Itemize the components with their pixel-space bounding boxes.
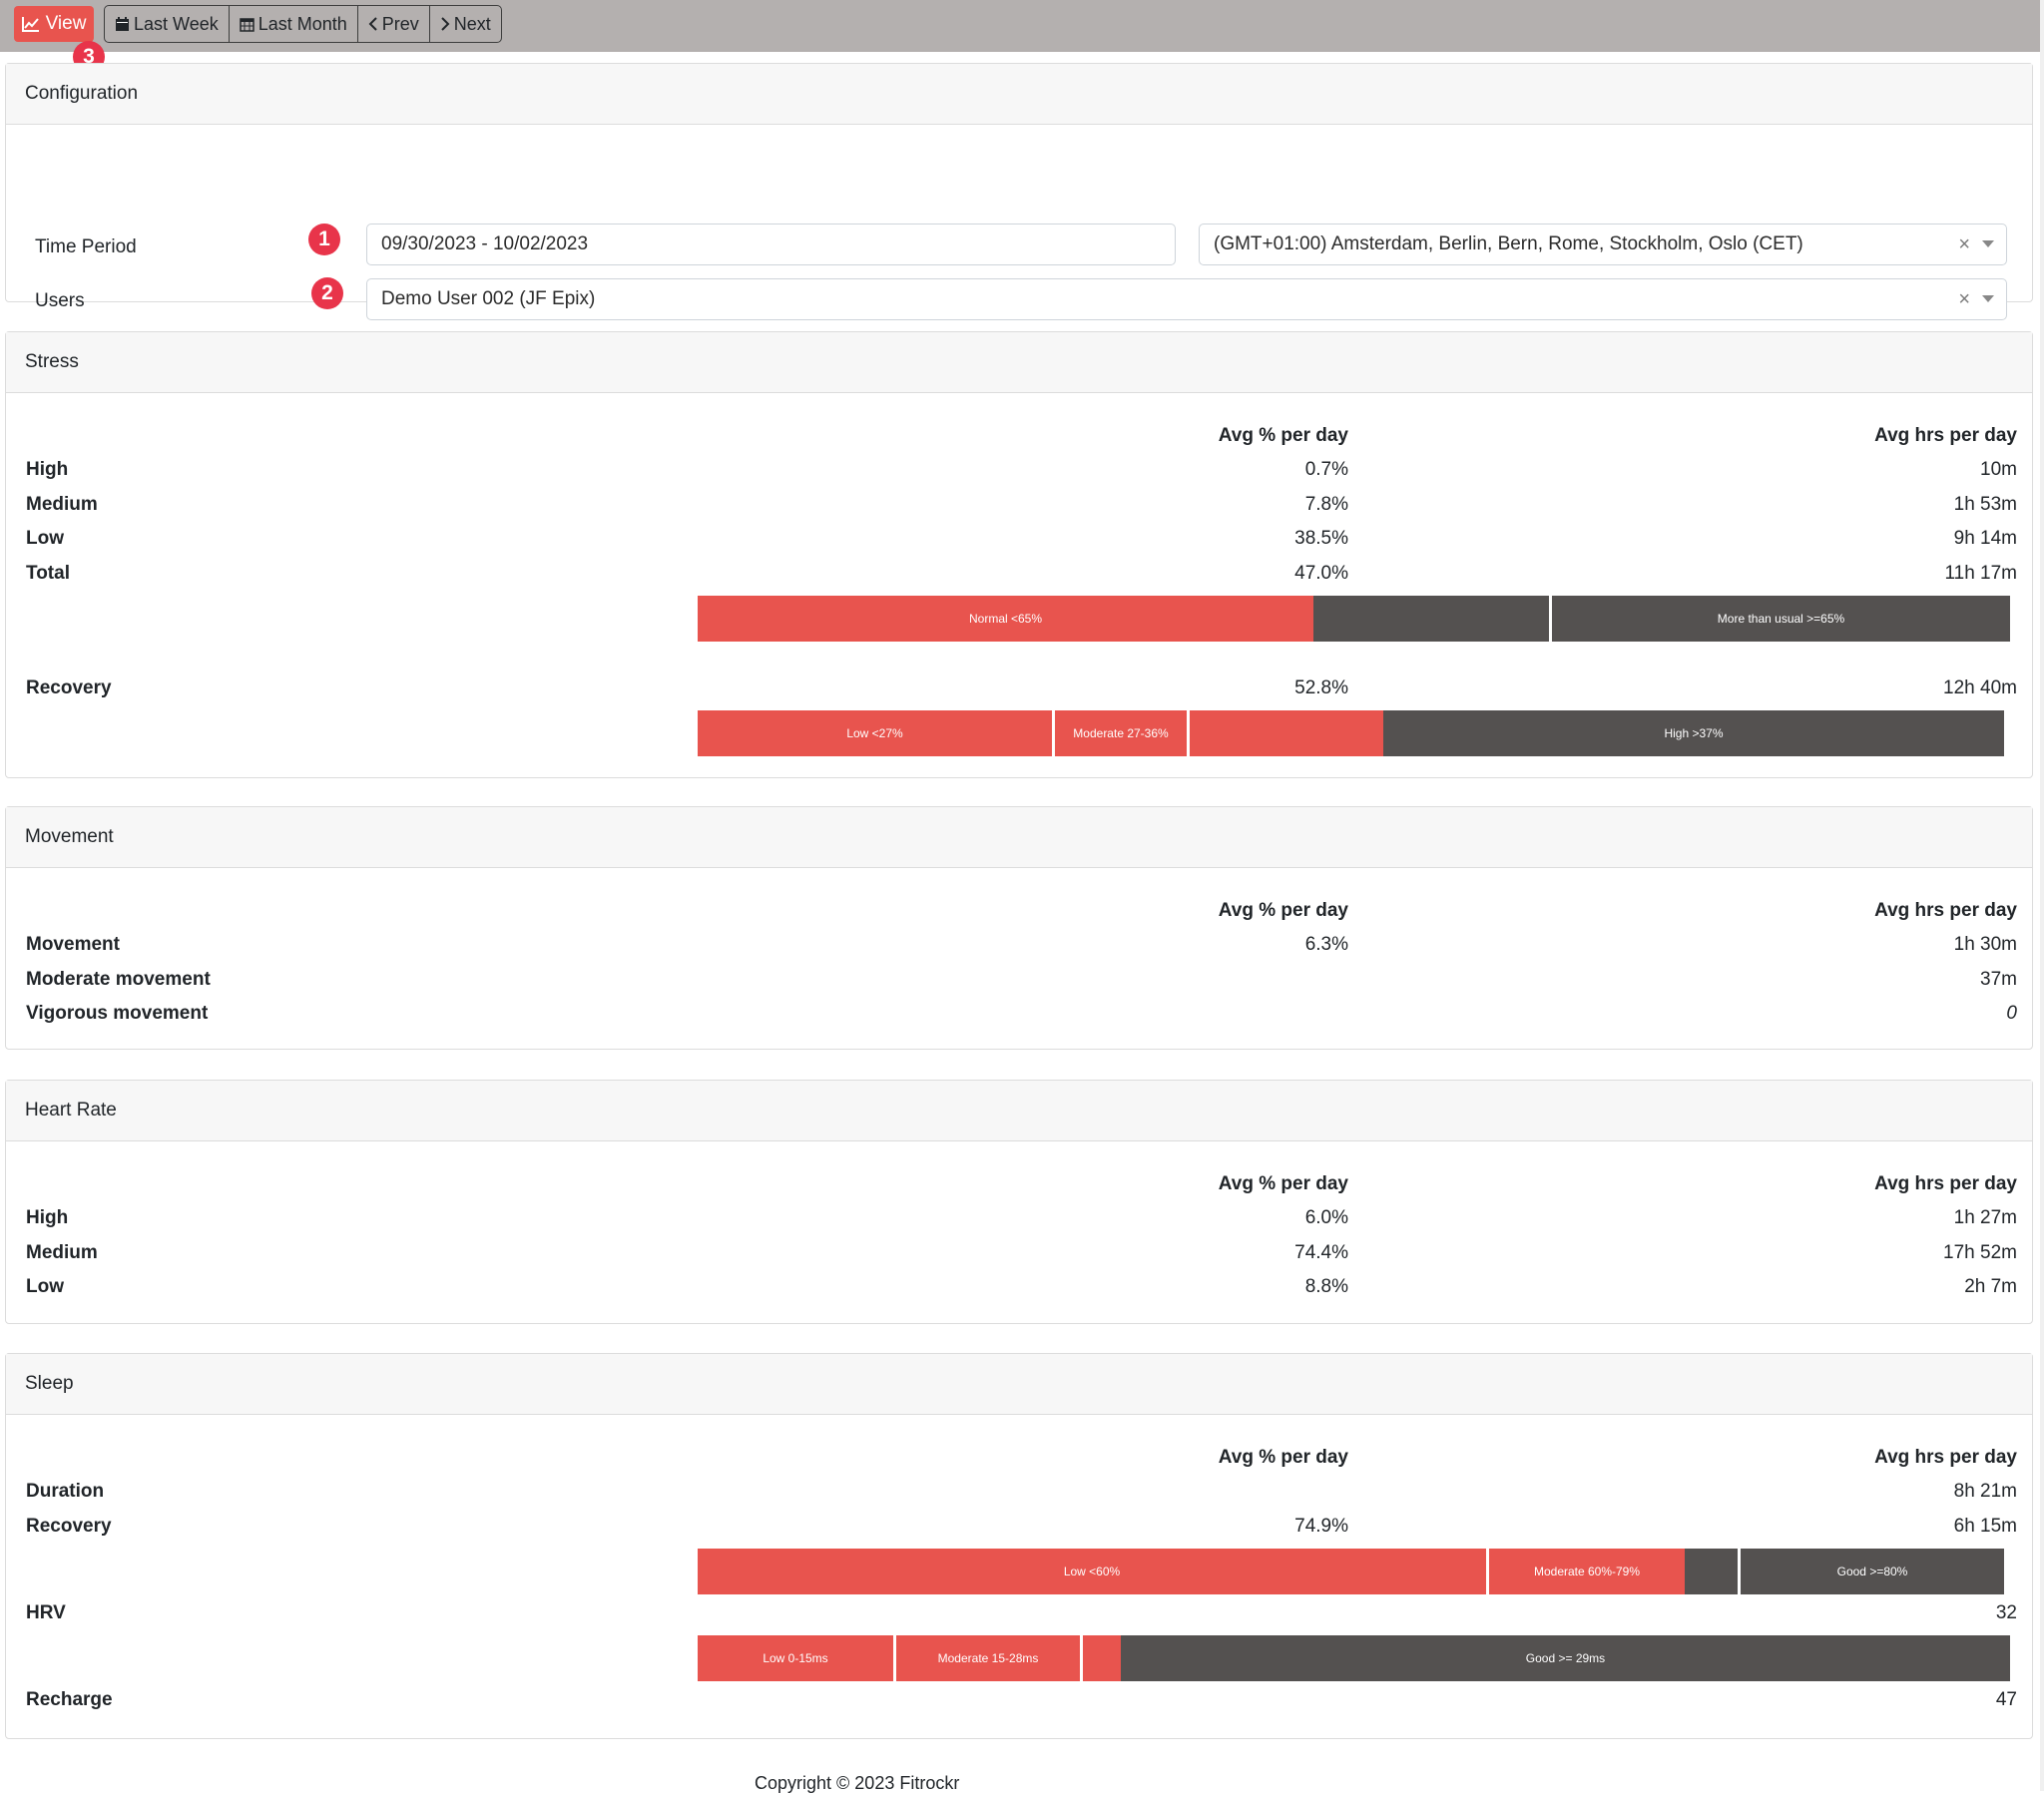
last-month-button[interactable]: Last Month [230, 6, 358, 42]
time-period-value: 09/30/2023 - 10/02/2023 [381, 233, 589, 254]
stress-column-headers: Avg % per day Avg hrs per day [26, 419, 2017, 453]
chevron-right-icon [441, 17, 450, 31]
hrv-good-segment: Good >= 29ms [1121, 1635, 2010, 1681]
sleep-duration-row: Duration 8h 21m [26, 1481, 2017, 1502]
sleep-hrv-row: HRV 32 [26, 1602, 2017, 1623]
sleep-card: Sleep Avg % per day Avg hrs per day Dura… [5, 1353, 2033, 1739]
prev-button[interactable]: Prev [358, 6, 430, 42]
chevron-left-icon [368, 17, 377, 31]
hrs-column-header: Avg hrs per day [1874, 425, 2017, 446]
hrv-fill-segment [1083, 1635, 1121, 1681]
sleep-recovery-bar: Low <60% Moderate 60%-79% Good >=80% [698, 1549, 2004, 1594]
users-value: Demo User 002 (JF Epix) [381, 288, 596, 309]
toolbar: View Last Week Last Month Prev [0, 0, 2040, 52]
pct-column-header: Avg % per day [1218, 425, 1348, 446]
users-select[interactable]: Demo User 002 (JF Epix) × [366, 278, 2007, 320]
stress-card: Stress Avg % per day Avg hrs per day Hig… [5, 331, 2033, 778]
movement-column-headers: Avg % per day Avg hrs per day [1218, 900, 2017, 921]
calendar-grid-icon [239, 17, 255, 32]
stress-more-segment: More than usual >=65% [1552, 596, 2010, 642]
table-row: High 6.0% 1h 27m [26, 1207, 2017, 1228]
sleep-recovery-gap-segment [1685, 1549, 1738, 1594]
users-label: Users [35, 290, 85, 311]
table-row: Medium 74.4% 17h 52m [26, 1242, 2017, 1263]
last-week-button[interactable]: Last Week [105, 6, 230, 42]
table-row: High 0.7% 10m [26, 459, 2017, 480]
table-row: Movement 6.3% 1h 30m [26, 934, 2017, 955]
configuration-header: Configuration [6, 64, 2032, 125]
recovery-high-segment: High >37% [1383, 710, 2004, 756]
sleep-recovery-moderate-segment: Moderate 60%-79% [1489, 1549, 1685, 1594]
stress-recovery-bar: Low <27% Moderate 27-36% High >37% [698, 710, 2004, 756]
last-week-label: Last Week [134, 13, 219, 34]
stress-level-bar: Normal <65% More than usual >=65% [698, 596, 2010, 642]
clear-timezone-icon[interactable]: × [1958, 232, 1970, 255]
step-badge-2: 2 [311, 277, 343, 309]
timezone-value: (GMT+01:00) Amsterdam, Berlin, Bern, Rom… [1214, 233, 1803, 254]
hrv-low-segment: Low 0-15ms [698, 1635, 893, 1681]
last-month-label: Last Month [257, 13, 347, 34]
stress-recovery-row: Recovery 52.8% 12h 40m [26, 677, 2017, 698]
chevron-down-icon[interactable] [1982, 240, 1994, 247]
chevron-down-icon[interactable] [1982, 295, 1994, 302]
recovery-moderate-segment: Moderate 27-36% [1055, 710, 1187, 756]
recovery-low-segment: Low <27% [698, 710, 1052, 756]
view-button[interactable]: View [14, 6, 94, 42]
step-badge-1: 1 [308, 224, 340, 255]
table-row: Low 8.8% 2h 7m [26, 1276, 2017, 1297]
movement-card: Movement Avg % per day Avg hrs per day M… [5, 806, 2033, 1050]
movement-header: Movement [6, 807, 2032, 868]
hrv-moderate-segment: Moderate 15-28ms [896, 1635, 1080, 1681]
view-button-label: View [45, 13, 87, 34]
prev-label: Prev [381, 13, 419, 34]
sleep-hrv-bar: Low 0-15ms Moderate 15-28ms Good >= 29ms [698, 1635, 2010, 1681]
heart-rate-header: Heart Rate [6, 1081, 2032, 1141]
sleep-recharge-row: Recharge 47 [26, 1689, 2017, 1710]
time-period-label: Time Period [35, 236, 137, 257]
next-button[interactable]: Next [430, 6, 501, 42]
table-row: Total 47.0% 11h 17m [26, 563, 2017, 584]
table-row: Moderate movement 37m [26, 969, 2017, 990]
period-button-group: Last Week Last Month Prev Next [104, 5, 502, 43]
stress-normal-segment: Normal <65% [698, 596, 1313, 642]
sleep-recovery-good-segment: Good >=80% [1741, 1549, 2004, 1594]
scrollbar-track[interactable] [2040, 0, 2044, 1791]
stress-header: Stress [6, 332, 2032, 393]
sleep-recovery-low-segment: Low <60% [698, 1549, 1486, 1594]
table-row: Medium 7.8% 1h 53m [26, 494, 2017, 515]
clear-users-icon[interactable]: × [1958, 287, 1970, 310]
recovery-fill-segment [1190, 710, 1383, 756]
calendar-icon [116, 16, 129, 31]
next-label: Next [453, 13, 491, 34]
sleep-column-headers: Avg % per day Avg hrs per day [1218, 1447, 2017, 1468]
time-period-input[interactable]: 09/30/2023 - 10/02/2023 [366, 224, 1176, 265]
sleep-recovery-row: Recovery 74.9% 6h 15m [26, 1516, 2017, 1537]
line-chart-icon [21, 17, 39, 32]
footer-copyright: Copyright © 2023 Fitrockr [755, 1773, 960, 1793]
heart-rate-column-headers: Avg % per day Avg hrs per day [1218, 1173, 2017, 1194]
sleep-header: Sleep [6, 1354, 2032, 1415]
heart-rate-card: Heart Rate Avg % per day Avg hrs per day… [5, 1080, 2033, 1324]
configuration-card: Configuration Time Period 1 09/30/2023 -… [5, 63, 2033, 320]
stress-gap-segment [1313, 596, 1549, 642]
table-row: Vigorous movement 0 [26, 1003, 2017, 1024]
timezone-select[interactable]: (GMT+01:00) Amsterdam, Berlin, Bern, Rom… [1199, 224, 2007, 265]
table-row: Low 38.5% 9h 14m [26, 528, 2017, 549]
